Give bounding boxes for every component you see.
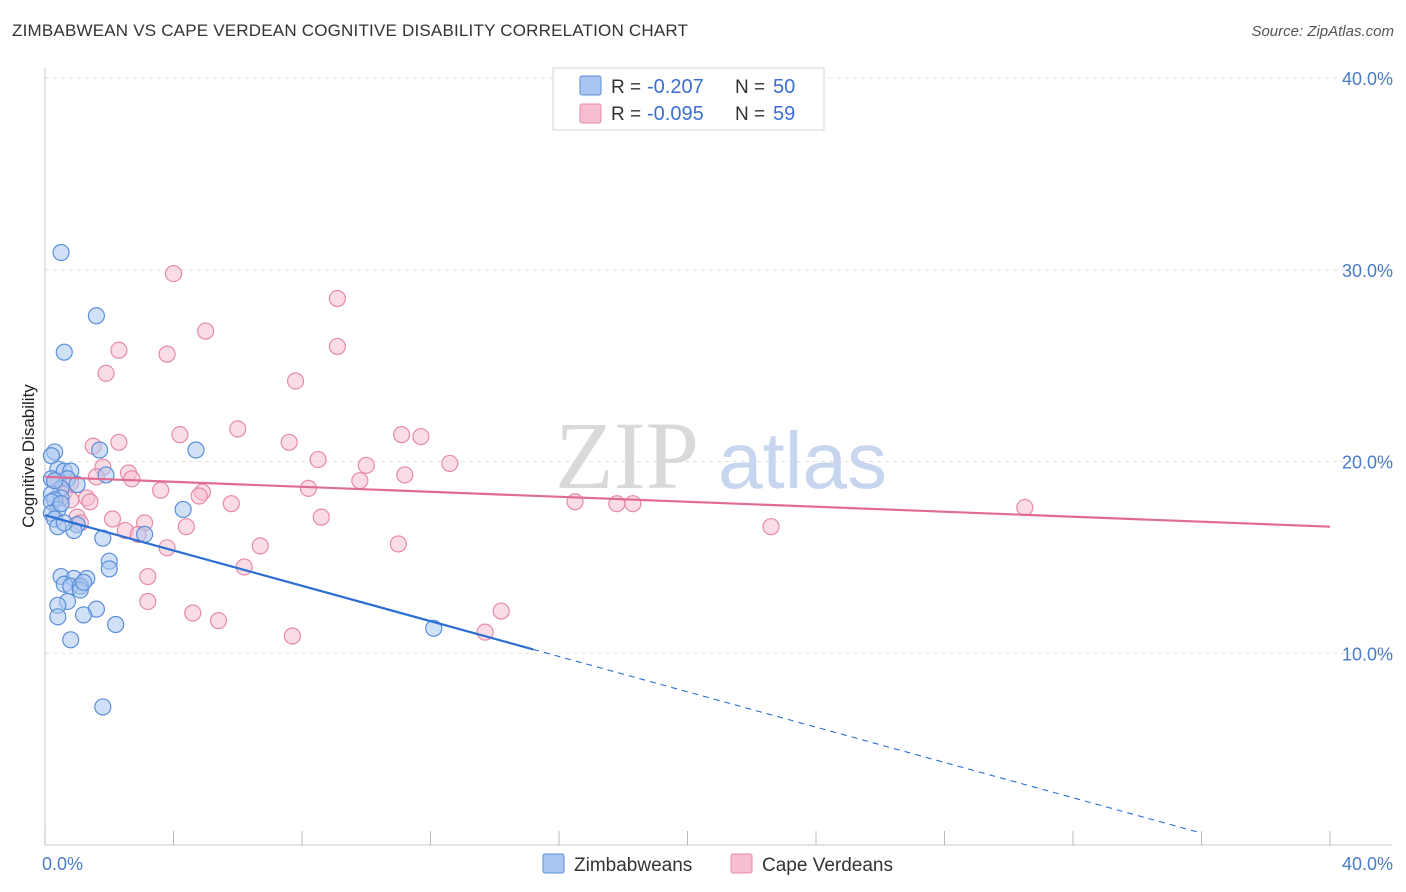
- x-tick-label-0: 0.0%: [42, 854, 83, 874]
- cape-verdeans-point-7: [286, 372, 305, 390]
- cape-verdeans-point-11: [412, 427, 430, 446]
- legend-r-label-0: R =: [611, 77, 641, 98]
- legend-r-value-0: -0.207: [647, 76, 704, 98]
- cape-verdeans-point-26: [152, 481, 170, 499]
- zimbabweans-points: [42, 243, 443, 716]
- cape-verdeans-point-42: [177, 518, 195, 536]
- cape-verdeans-point-1: [328, 289, 346, 308]
- cape-verdeans-point-15: [309, 450, 327, 469]
- cape-verdeans-point-49: [139, 567, 157, 586]
- cape-verdeans-point-53: [209, 612, 228, 630]
- bottom-legend-swatch-zimbabweans: [542, 853, 565, 874]
- zimbabweans-point-0: [52, 243, 70, 262]
- zimbabweans-point-20: [174, 500, 192, 519]
- cape-verdeans-point-5: [328, 337, 346, 356]
- legend-n-value-0: 50: [773, 76, 795, 98]
- cape-verdeans-point-8: [229, 420, 247, 438]
- cape-verdeans-point-50: [139, 592, 157, 611]
- zimbabweans-point-3: [91, 441, 109, 459]
- cape-verdeans-point-3: [110, 341, 128, 359]
- zimbabweans-point-40: [74, 606, 93, 624]
- y-tick-labels: 10.0% 20.0% 30.0% 40.0%: [1342, 69, 1393, 664]
- zimbabweans-point-42: [107, 615, 125, 634]
- source-credit: Source: ZipAtlas.com: [1251, 23, 1394, 40]
- legend-n-value-1: 59: [773, 103, 795, 125]
- y-tick-label-3: 40.0%: [1342, 69, 1393, 89]
- cape-verdeans-point-28: [190, 487, 208, 505]
- legend-swatch-cape-verdeans: [579, 103, 602, 124]
- cape-verdeans-point-51: [492, 602, 510, 620]
- y-tick-label-2: 30.0%: [1342, 261, 1393, 281]
- cape-verdeans-point-20: [396, 466, 414, 484]
- x-tick-label-1: 40.0%: [1342, 854, 1393, 874]
- legend-n-label-0: N =: [735, 77, 765, 98]
- bottom-legend: Zimbabweans Cape Verdeans: [542, 853, 893, 876]
- cape-verdeans-point-39: [312, 508, 330, 526]
- cape-verdeans-point-44: [762, 518, 780, 536]
- cape-verdeans-point-21: [123, 470, 141, 488]
- cape-verdeans-point-35: [624, 495, 642, 513]
- cape-verdeans-point-32: [222, 495, 240, 513]
- cape-verdeans-point-16: [357, 456, 375, 474]
- y-tick-label-0: 10.0%: [1342, 644, 1393, 664]
- cape-verdeans-point-12: [110, 433, 128, 451]
- cape-verdeans-point-52: [184, 604, 202, 622]
- zimbabweans-trend-extension: [533, 648, 1202, 834]
- cape-verdeans-point-13: [280, 433, 298, 451]
- cape-verdeans-point-10: [392, 426, 411, 444]
- cape-verdeans-point-31: [81, 493, 99, 511]
- cape-verdeans-point-4: [158, 345, 176, 363]
- zimbabweans-trend-line: [44, 514, 534, 651]
- zimbabweans-point-13: [68, 475, 86, 494]
- cape-verdeans-point-38: [103, 510, 122, 528]
- watermark-zip: ZIP: [555, 402, 699, 509]
- watermark-atlas: atlas: [718, 416, 887, 505]
- zimbabweans-point-46: [46, 472, 64, 490]
- cape-verdeans-point-2: [197, 322, 215, 340]
- legend-r-value-1: -0.095: [647, 103, 704, 125]
- bottom-legend-swatch-cape-verdeans: [730, 853, 753, 874]
- legend-n-label-1: N =: [735, 104, 765, 125]
- zimbabweans-point-44: [62, 631, 80, 649]
- cape-verdeans-point-22: [351, 472, 369, 490]
- cape-verdeans-point-17: [441, 454, 459, 473]
- cape-verdeans-point-0: [164, 264, 183, 283]
- trend-lines: [44, 475, 1331, 834]
- x-tick-labels: 0.0% 40.0%: [42, 854, 1393, 874]
- chart-title: ZIMBABWEAN VS CAPE VERDEAN COGNITIVE DIS…: [12, 21, 689, 40]
- zimbabweans-point-5: [187, 441, 205, 459]
- cape-verdeans-point-54: [283, 627, 301, 645]
- legend: R = -0.207 N = 50 R = -0.095 N = 59: [552, 67, 825, 131]
- watermark: ZIP atlas: [555, 402, 887, 509]
- legend-r-label-1: R =: [611, 104, 641, 125]
- zimbabweans-point-43: [425, 619, 443, 637]
- cape-verdeans-point-36: [1016, 498, 1034, 517]
- zimbabweans-point-48: [74, 573, 93, 591]
- cape-verdeans-point-45: [251, 537, 269, 555]
- zimbabweans-point-29: [100, 560, 118, 578]
- zimbabweans-point-45: [94, 698, 112, 716]
- zimbabweans-point-41: [49, 608, 67, 626]
- zimbabweans-point-1: [87, 307, 106, 325]
- y-tick-label-1: 20.0%: [1342, 453, 1393, 473]
- legend-swatch-zimbabweans: [579, 75, 602, 96]
- bottom-legend-zimbabweans: Zimbabweans: [574, 855, 692, 876]
- gridlines: [45, 77, 1392, 654]
- cape-verdeans-trend-line: [44, 475, 1331, 528]
- y-axis-label: Cognitive Disability: [19, 384, 38, 528]
- cape-verdeans-point-46: [389, 535, 407, 553]
- cape-verdeans-point-9: [171, 426, 189, 444]
- cape-verdeans-point-6: [97, 364, 115, 382]
- zimbabweans-point-47: [52, 495, 70, 513]
- bottom-legend-cape-verdeans: Cape Verdeans: [762, 855, 893, 876]
- zimbabweans-point-2: [55, 343, 73, 361]
